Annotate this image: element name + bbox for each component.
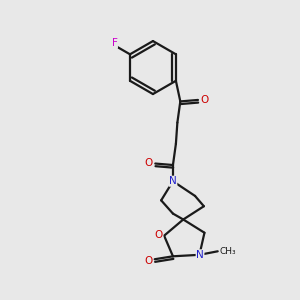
Text: O: O — [200, 95, 208, 105]
Text: F: F — [112, 38, 117, 48]
Text: O: O — [155, 230, 163, 240]
Text: CH₃: CH₃ — [219, 247, 236, 256]
Text: N: N — [196, 250, 204, 260]
Text: O: O — [144, 256, 152, 266]
Text: N: N — [169, 176, 177, 186]
Text: O: O — [145, 158, 153, 168]
